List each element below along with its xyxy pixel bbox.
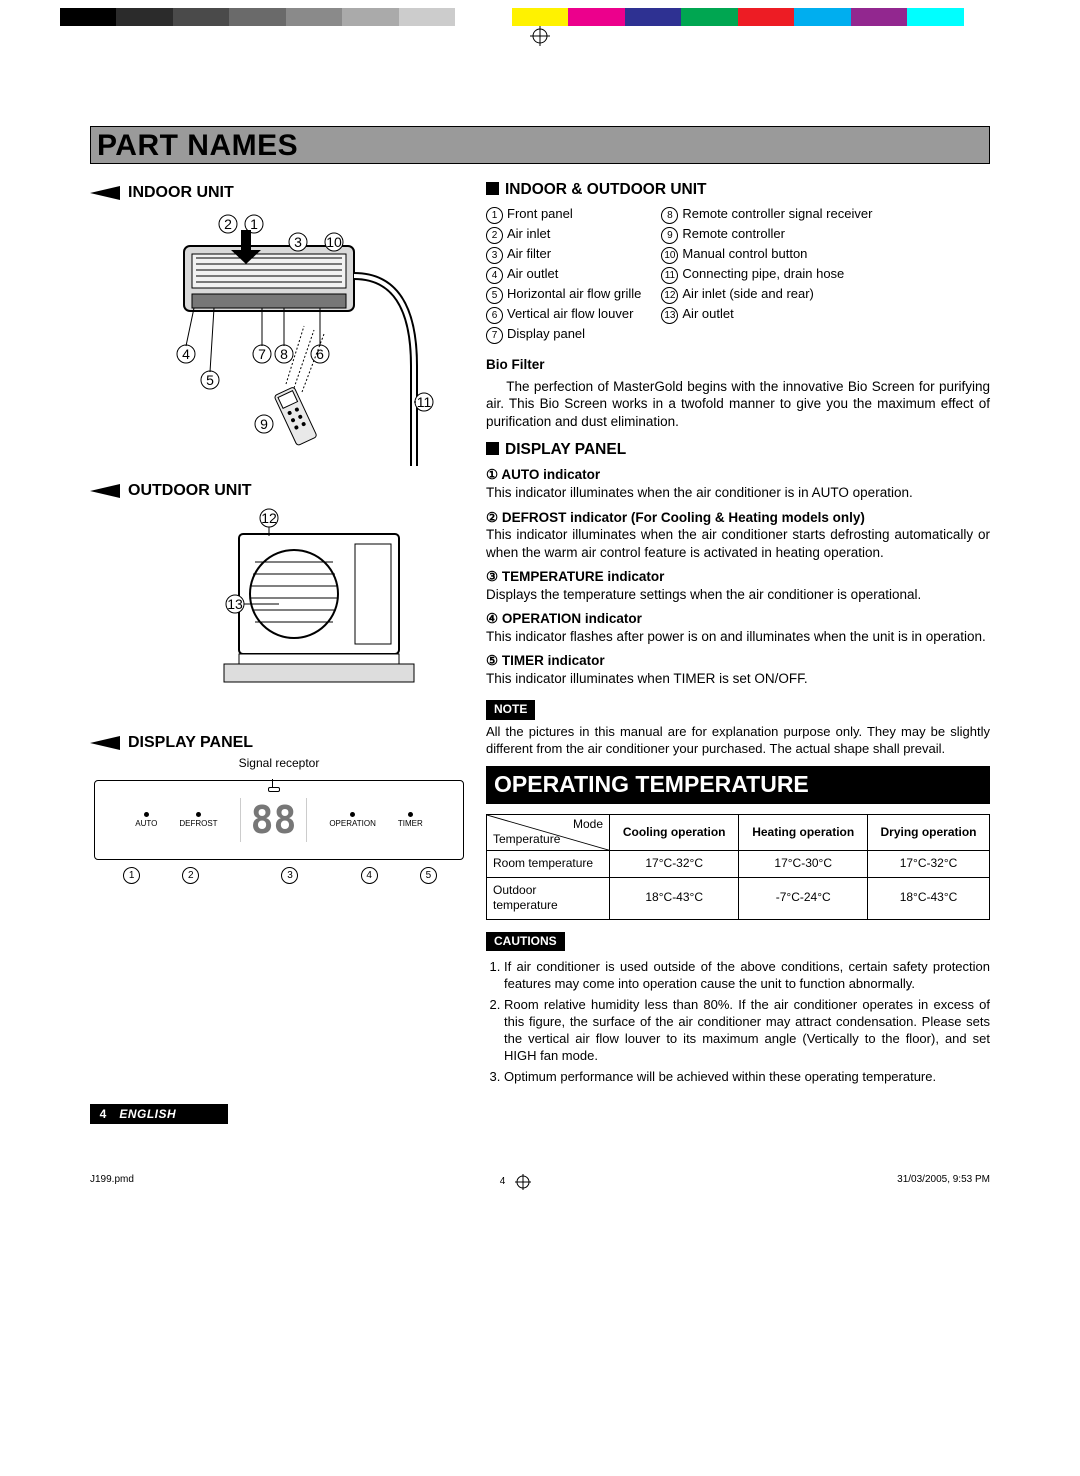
svg-text:12: 12 xyxy=(261,510,277,526)
svg-text:8: 8 xyxy=(280,346,288,362)
section-header-part-names: PART NAMES xyxy=(90,126,990,164)
part-item: 8Remote controller signal receiver xyxy=(661,206,872,224)
part-item: 5Horizontal air flow grille xyxy=(486,286,641,304)
part-item: 1Front panel xyxy=(486,206,641,224)
svg-text:3: 3 xyxy=(294,234,302,250)
color-calibration-bar xyxy=(60,8,1020,26)
file-metadata: J199.pmd 4 31/03/2005, 9:53 PM xyxy=(0,1134,1080,1200)
part-item: 6Vertical air flow louver xyxy=(486,306,641,324)
table-row: Outdoor temperature 18°C-43°C -7°C-24°C … xyxy=(487,877,990,919)
svg-text:7: 7 xyxy=(258,346,266,362)
seven-segment-display: 88 xyxy=(240,798,308,842)
table-row: Room temperature 17°C-32°C 17°C-30°C 17°… xyxy=(487,850,990,877)
part-item: 9Remote controller xyxy=(661,226,872,244)
svg-text:10: 10 xyxy=(326,234,342,250)
section-title: PART NAMES xyxy=(91,127,989,165)
signal-receptor-label: Signal receptor xyxy=(90,756,468,770)
display-indicator-item: ⑤ TIMER indicatorThis indicator illumina… xyxy=(486,652,990,687)
cautions-label: CAUTIONS xyxy=(486,932,565,952)
led-timer: TIMER xyxy=(398,819,423,828)
svg-text:1: 1 xyxy=(250,216,258,232)
display-panel-label: DISPLAY PANEL xyxy=(128,734,253,752)
arrow-left-icon xyxy=(90,736,120,750)
display-indicator-item: ① AUTO indicatorThis indicator illuminat… xyxy=(486,466,990,501)
display-panel-callouts: 1 2 3 4 5 xyxy=(98,866,460,884)
indoor-outdoor-heading: INDOOR & OUTDOOR UNIT xyxy=(486,180,990,200)
meta-timestamp: 31/03/2005, 9:53 PM xyxy=(897,1174,990,1190)
col-heating: Heating operation xyxy=(739,814,868,850)
caution-item: If air conditioner is used outside of th… xyxy=(504,959,990,993)
col-drying: Drying operation xyxy=(868,814,990,850)
note-text: All the pictures in this manual are for … xyxy=(486,724,990,758)
svg-text:2: 2 xyxy=(224,216,232,232)
part-item: 2Air inlet xyxy=(486,226,641,244)
indoor-unit-illustration: 2 1 3 10 4 5 7 8 6 9 11 xyxy=(114,206,444,476)
cautions-list: If air conditioner is used outside of th… xyxy=(486,959,990,1085)
page-footer: 4 ENGLISH xyxy=(90,1104,228,1124)
meta-filename: J199.pmd xyxy=(90,1174,134,1190)
arrow-left-icon xyxy=(90,186,120,200)
page-number: 4 xyxy=(94,1107,112,1121)
svg-text:4: 4 xyxy=(182,346,190,362)
led-operation: OPERATION xyxy=(329,819,376,828)
svg-text:11: 11 xyxy=(417,394,432,410)
indoor-unit-label: INDOOR UNIT xyxy=(128,184,234,202)
part-item: 7Display panel xyxy=(486,326,641,344)
col-cooling: Cooling operation xyxy=(610,814,739,850)
display-indicator-item: ④ OPERATION indicatorThis indicator flas… xyxy=(486,610,990,645)
svg-text:13: 13 xyxy=(227,596,243,612)
top-register-mark xyxy=(0,26,1080,46)
led-auto: AUTO xyxy=(135,819,157,828)
outdoor-unit-label: OUTDOOR UNIT xyxy=(128,482,252,500)
footer-language: ENGLISH xyxy=(119,1107,176,1121)
parts-list: 1Front panel 2Air inlet 3Air filter 4Air ou… xyxy=(486,206,990,346)
svg-text:6: 6 xyxy=(316,346,324,362)
display-panel-section-heading: DISPLAY PANEL xyxy=(486,440,990,460)
display-panel-illustration: AUTO DEFROST 88 OPERATION TIMER xyxy=(94,780,464,860)
indoor-unit-heading: INDOOR UNIT xyxy=(90,184,468,202)
operating-temperature-table: Mode Temperature Cooling operation Heati… xyxy=(486,814,990,920)
bio-filter-heading: Bio Filter xyxy=(486,356,990,374)
outdoor-unit-illustration: 12 13 xyxy=(129,504,429,704)
display-indicator-item: ③ TEMPERATURE indicatorDisplays the temp… xyxy=(486,568,990,603)
part-item: 3Air filter xyxy=(486,246,641,264)
display-panel-heading: DISPLAY PANEL xyxy=(90,734,468,752)
arrow-left-icon xyxy=(90,484,120,498)
svg-text:9: 9 xyxy=(260,416,268,432)
bio-filter-text: The perfection of MasterGold begins with… xyxy=(486,378,990,431)
outdoor-unit-heading: OUTDOOR UNIT xyxy=(90,482,468,500)
operating-temperature-heading: OPERATING TEMPERATURE xyxy=(486,766,990,804)
part-item: 13Air outlet xyxy=(661,306,872,324)
display-indicator-item: ② DEFROST indicator (For Cooling & Heati… xyxy=(486,509,990,562)
note-label: NOTE xyxy=(486,700,535,720)
part-item: 4Air outlet xyxy=(486,266,641,284)
led-defrost: DEFROST xyxy=(179,819,217,828)
caution-item: Room relative humidity less than 80%. If… xyxy=(504,997,990,1065)
meta-page: 4 xyxy=(500,1176,506,1187)
part-item: 12Air inlet (side and rear) xyxy=(661,286,872,304)
caution-item: Optimum performance will be achieved wit… xyxy=(504,1069,990,1086)
part-item: 10Manual control button xyxy=(661,246,872,264)
part-item: 11Connecting pipe, drain hose xyxy=(661,266,872,284)
svg-text:5: 5 xyxy=(206,372,214,388)
